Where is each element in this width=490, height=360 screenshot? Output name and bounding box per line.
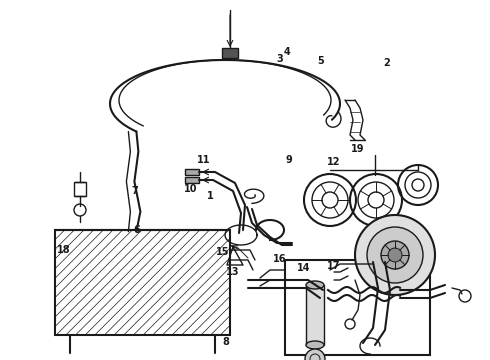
Text: 18: 18 [57,245,71,255]
Circle shape [313,290,323,300]
Text: 11: 11 [196,155,210,165]
Text: 17: 17 [326,261,340,271]
Circle shape [305,349,325,360]
Text: 7: 7 [131,186,138,196]
Text: 14: 14 [297,263,311,273]
Bar [285,260,430,355]
Bar [185,169,199,175]
Circle shape [367,227,423,283]
Bar [222,48,238,58]
Bar [332,270,336,280]
Bar [306,285,324,345]
Text: 15: 15 [216,247,230,257]
Text: 19: 19 [351,144,365,154]
Text: 6: 6 [134,225,141,235]
Text: 10: 10 [184,184,198,194]
Bar [55,230,230,335]
Text: 12: 12 [326,157,340,167]
Text: 13: 13 [226,267,240,277]
Bar [74,182,86,196]
Text: 4: 4 [283,47,290,57]
Ellipse shape [306,341,324,349]
Circle shape [381,241,409,269]
Circle shape [388,248,402,262]
Text: 3: 3 [276,54,283,64]
Circle shape [355,215,435,295]
Text: 8: 8 [222,337,229,347]
Text: 2: 2 [384,58,391,68]
Text: 1: 1 [207,191,214,201]
Ellipse shape [306,281,324,289]
Text: 5: 5 [318,56,324,66]
Bar [185,177,199,183]
Text: 16: 16 [272,254,286,264]
Text: 9: 9 [286,155,293,165]
